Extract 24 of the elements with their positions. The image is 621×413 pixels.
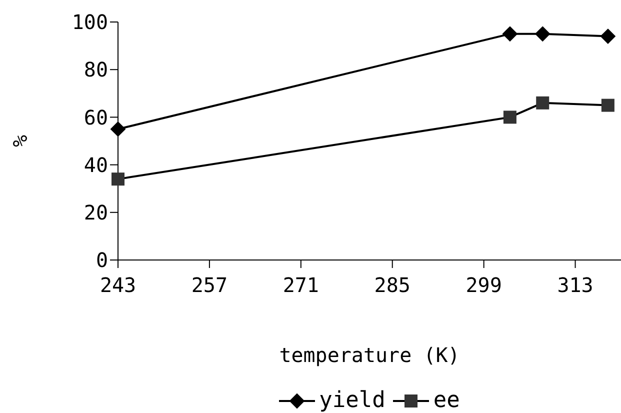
y-tick-label: 100 — [72, 10, 108, 34]
point — [112, 172, 124, 186]
legend-label: ee — [433, 388, 460, 413]
y-tick-label: 0 — [96, 248, 108, 272]
x-axis-title: temperature (K) — [279, 343, 460, 368]
x-tick-label: 299 — [466, 273, 502, 298]
y-tick-label: 40 — [84, 152, 108, 177]
point — [600, 28, 616, 44]
point — [503, 110, 516, 124]
x-tick-label: 285 — [374, 273, 410, 298]
y-tick-label: 20 — [84, 200, 108, 224]
legend-label: yield — [319, 388, 386, 413]
y-axis-title: % — [8, 134, 32, 148]
x-tick-label: 271 — [282, 273, 319, 298]
point — [110, 122, 126, 137]
y-tick-label: 60 — [84, 105, 108, 130]
y-tick-label: 80 — [84, 58, 108, 82]
point — [535, 26, 550, 42]
point — [502, 26, 518, 42]
x-tick-label: 257 — [191, 273, 228, 298]
point — [536, 96, 550, 110]
x-tick-label: 243 — [100, 273, 136, 298]
point — [601, 98, 614, 112]
x-tick-label: 313 — [557, 273, 594, 298]
